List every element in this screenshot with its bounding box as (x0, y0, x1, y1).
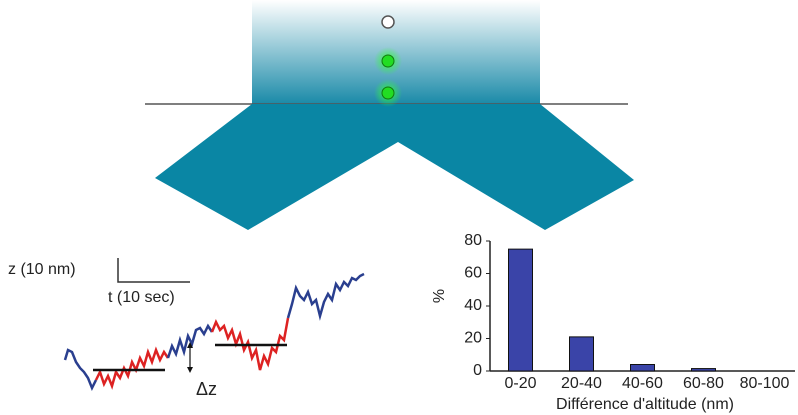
trace (210, 317, 290, 371)
fluorescent-particle (381, 86, 395, 100)
y-axis-label: % (431, 289, 448, 303)
prism (155, 104, 634, 230)
arrow-head (187, 367, 193, 373)
fluorescent-particle (381, 54, 395, 68)
scale-bar (117, 258, 190, 283)
t-scale-label: t (10 sec) (108, 289, 175, 306)
y-tick-label: 20 (464, 330, 482, 347)
bar (508, 248, 533, 372)
x-tick-label: 80-100 (740, 375, 790, 392)
x-axis-label: Différence d'altitude (nm) (556, 396, 734, 413)
x-tick-label: 40-60 (622, 375, 663, 392)
x-tick-label: 0-20 (504, 375, 536, 392)
z-scale-label: z (10 nm) (8, 261, 76, 278)
trace (286, 272, 365, 321)
delta-label: Δz (196, 379, 217, 399)
y-tick-label: 0 (473, 362, 482, 379)
trace (166, 323, 214, 359)
y-tick-label: 80 (464, 232, 482, 249)
x-tick-label: 20-40 (561, 375, 602, 392)
trace (63, 348, 98, 392)
y-tick-label: 60 (464, 265, 482, 282)
particle (381, 15, 395, 29)
bar (691, 368, 716, 372)
y-tick-label: 40 (464, 297, 482, 314)
bar (569, 336, 594, 372)
x-tick-label: 60-80 (683, 375, 724, 392)
trace (94, 346, 170, 390)
bar (630, 364, 655, 372)
arrow-head (187, 342, 193, 348)
